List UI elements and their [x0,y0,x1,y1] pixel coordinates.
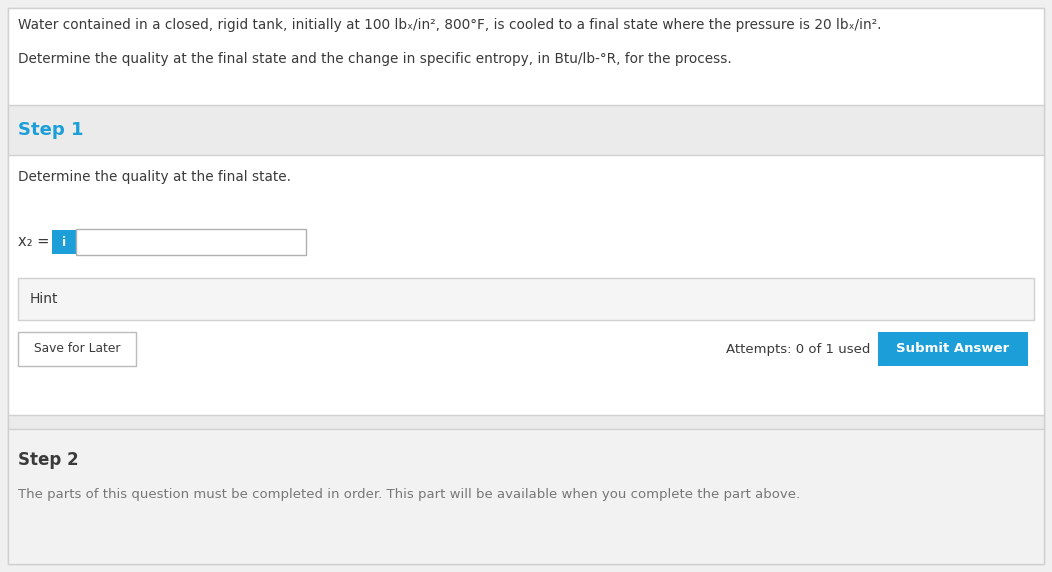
FancyBboxPatch shape [8,429,1044,564]
FancyBboxPatch shape [52,230,76,254]
Text: Determine the quality at the final state and the change in specific entropy, in : Determine the quality at the final state… [18,52,732,66]
Text: x₂ =: x₂ = [18,235,49,249]
FancyBboxPatch shape [8,155,1044,415]
Text: Determine the quality at the final state.: Determine the quality at the final state… [18,170,291,184]
Text: Attempts: 0 of 1 used: Attempts: 0 of 1 used [726,343,870,356]
Text: Hint: Hint [31,292,59,306]
Text: Water contained in a closed, rigid tank, initially at 100 lbₓ/in², 800°F, is coo: Water contained in a closed, rigid tank,… [18,18,882,32]
Text: Step 1: Step 1 [18,121,83,139]
Text: Save for Later: Save for Later [34,343,120,356]
FancyBboxPatch shape [18,278,1034,320]
FancyBboxPatch shape [76,229,306,255]
FancyBboxPatch shape [878,332,1028,366]
Text: The parts of this question must be completed in order. This part will be availab: The parts of this question must be compl… [18,488,801,501]
Text: i: i [62,236,66,248]
Text: Step 2: Step 2 [18,451,79,469]
Text: Submit Answer: Submit Answer [896,343,1010,356]
FancyBboxPatch shape [8,8,1044,564]
FancyBboxPatch shape [8,8,1044,105]
FancyBboxPatch shape [18,332,136,366]
FancyBboxPatch shape [8,105,1044,155]
FancyBboxPatch shape [8,415,1044,429]
